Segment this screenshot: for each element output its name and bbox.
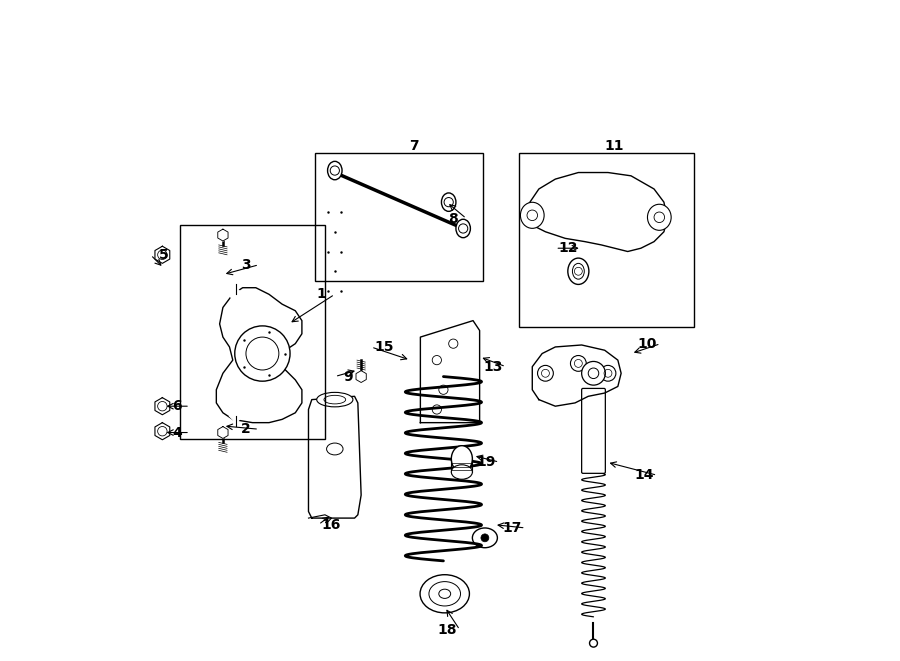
Circle shape	[481, 534, 489, 542]
FancyBboxPatch shape	[581, 389, 606, 473]
Ellipse shape	[456, 219, 471, 238]
Text: 13: 13	[483, 360, 502, 373]
Ellipse shape	[472, 528, 498, 548]
Text: 9: 9	[343, 369, 353, 383]
Polygon shape	[230, 288, 243, 301]
Ellipse shape	[647, 204, 671, 230]
Polygon shape	[155, 422, 170, 440]
Circle shape	[571, 356, 586, 371]
Bar	[180, 225, 325, 439]
Text: 18: 18	[437, 623, 456, 637]
Text: 7: 7	[409, 139, 419, 153]
Ellipse shape	[451, 465, 472, 479]
Polygon shape	[532, 345, 621, 407]
Circle shape	[537, 366, 554, 381]
Text: 4: 4	[172, 426, 182, 440]
Polygon shape	[218, 426, 228, 438]
Polygon shape	[230, 409, 243, 422]
Text: 5: 5	[158, 248, 168, 262]
Ellipse shape	[572, 263, 584, 279]
Text: 8: 8	[448, 212, 458, 225]
Ellipse shape	[439, 589, 451, 598]
Circle shape	[590, 639, 598, 647]
Ellipse shape	[451, 446, 472, 472]
Ellipse shape	[324, 395, 346, 404]
Ellipse shape	[441, 193, 456, 212]
Bar	[519, 153, 694, 327]
Text: 12: 12	[559, 241, 578, 255]
Ellipse shape	[429, 582, 461, 606]
Ellipse shape	[328, 161, 342, 180]
Ellipse shape	[568, 258, 589, 284]
Text: 2: 2	[241, 422, 251, 436]
Polygon shape	[309, 397, 361, 518]
Text: 10: 10	[638, 336, 657, 351]
Text: 6: 6	[172, 399, 182, 413]
Polygon shape	[155, 398, 170, 414]
Text: 16: 16	[322, 518, 341, 531]
Ellipse shape	[420, 574, 470, 613]
Bar	[315, 153, 483, 281]
Circle shape	[600, 366, 616, 381]
Text: 15: 15	[374, 340, 394, 354]
Ellipse shape	[520, 202, 544, 228]
Text: 11: 11	[605, 139, 625, 153]
Polygon shape	[216, 288, 302, 422]
Text: 14: 14	[634, 468, 654, 483]
Circle shape	[235, 326, 290, 381]
Text: 19: 19	[476, 455, 496, 469]
Text: 17: 17	[503, 521, 522, 535]
Text: 3: 3	[241, 258, 251, 272]
Polygon shape	[218, 229, 228, 241]
Polygon shape	[356, 371, 366, 383]
Polygon shape	[155, 247, 170, 263]
Polygon shape	[420, 321, 480, 422]
Text: 1: 1	[317, 288, 327, 301]
Ellipse shape	[317, 393, 353, 407]
Polygon shape	[527, 173, 667, 252]
Circle shape	[581, 362, 606, 385]
